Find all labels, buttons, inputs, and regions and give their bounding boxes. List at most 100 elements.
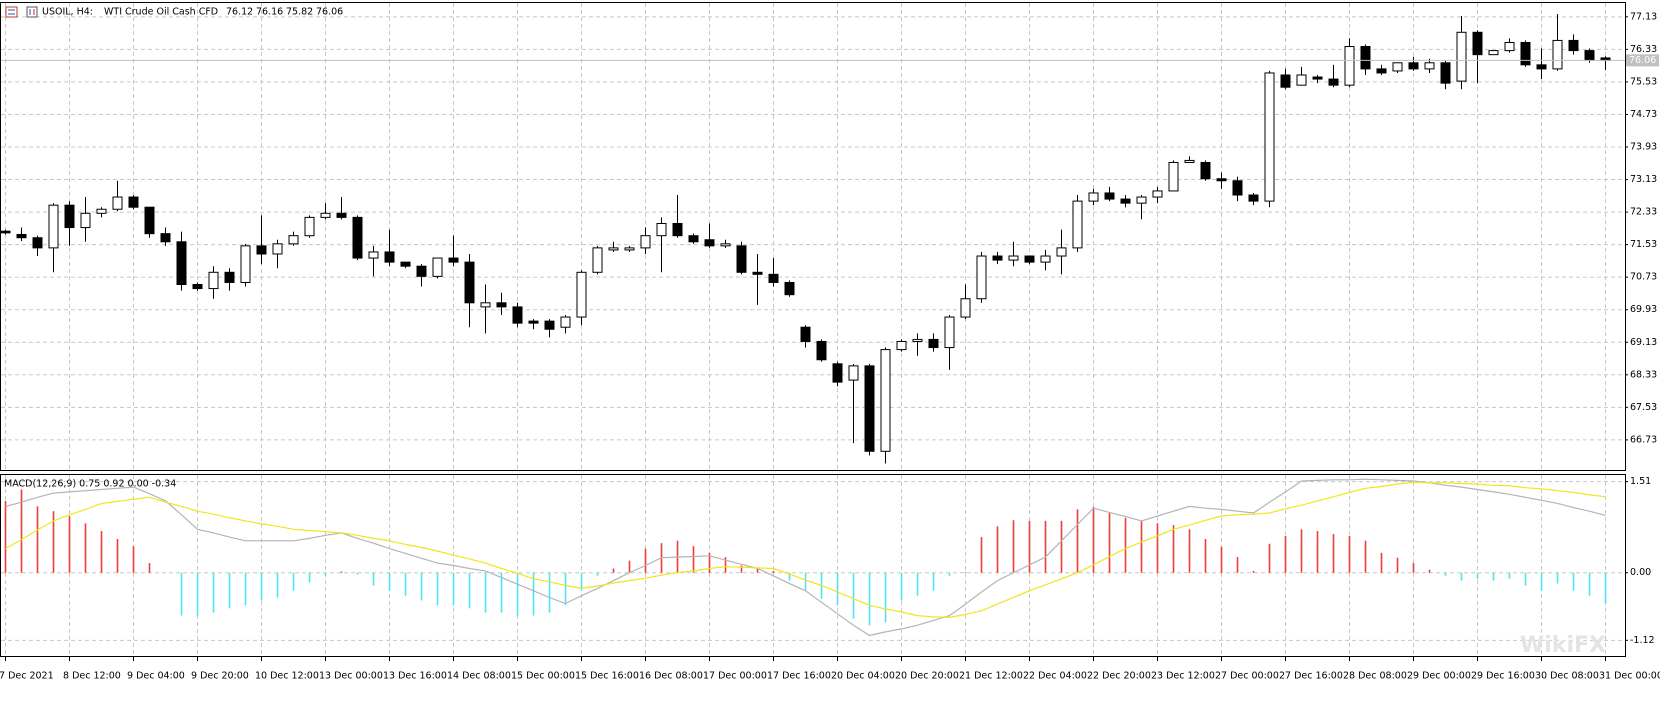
candle-body bbox=[672, 222, 683, 237]
macd-line bbox=[5, 478, 1606, 637]
x-tick-label: 29 Dec 00:00 bbox=[1407, 671, 1471, 682]
candle-body bbox=[688, 235, 699, 243]
y-tick-label: 1.51 bbox=[1630, 476, 1651, 487]
candle-body bbox=[80, 212, 91, 229]
candle-body bbox=[288, 235, 299, 245]
candle-body bbox=[976, 255, 987, 300]
x-tick-label: 14 Dec 08:00 bbox=[447, 671, 511, 682]
candle-body bbox=[928, 338, 939, 349]
candle-body bbox=[384, 251, 395, 263]
x-tick-label: 30 Dec 08:00 bbox=[1535, 671, 1599, 682]
candle-body bbox=[240, 245, 251, 283]
candle-body bbox=[560, 316, 571, 328]
candle-body bbox=[1040, 255, 1051, 263]
candle-body bbox=[912, 338, 923, 342]
y-tick-label: 73.93 bbox=[1630, 142, 1657, 153]
candle-body bbox=[1440, 62, 1451, 84]
icon bbox=[26, 6, 38, 18]
x-tick-label: 21 Dec 12:00 bbox=[959, 671, 1023, 682]
x-tick-label: 29 Dec 16:00 bbox=[1471, 671, 1535, 682]
candle-body bbox=[320, 212, 331, 218]
x-tick-label: 22 Dec 04:00 bbox=[1023, 671, 1087, 682]
candle-body bbox=[544, 320, 555, 330]
y-tick-label: -1.12 bbox=[1630, 635, 1655, 646]
candle-body bbox=[1584, 50, 1595, 61]
y-tick-label: 69.93 bbox=[1630, 304, 1657, 315]
candle-body bbox=[480, 302, 491, 308]
header-close: 76.06 bbox=[316, 7, 343, 18]
candle-body bbox=[992, 255, 1003, 261]
candle-body bbox=[400, 261, 411, 267]
x-tick-label: 13 Dec 16:00 bbox=[383, 671, 447, 682]
x-tick-label: 8 Dec 12:00 bbox=[63, 671, 121, 682]
mark-layer bbox=[0, 13, 1625, 637]
x-tick-label: 15 Dec 16:00 bbox=[575, 671, 639, 682]
candle-body bbox=[368, 251, 379, 259]
candle-body bbox=[1408, 62, 1419, 70]
candle-body bbox=[1456, 31, 1467, 82]
candle-body bbox=[832, 363, 843, 383]
candle-body bbox=[1392, 62, 1403, 72]
x-tick-label: 15 Dec 00:00 bbox=[511, 671, 575, 682]
candle-body bbox=[784, 281, 795, 296]
y-tick-label: 72.33 bbox=[1630, 207, 1657, 218]
candle-body bbox=[1344, 46, 1355, 86]
candle-body bbox=[1488, 50, 1499, 56]
candle-body bbox=[1088, 192, 1099, 202]
x-tick-label: 7 Dec 2021 bbox=[0, 671, 54, 682]
y-tick-label: 66.73 bbox=[1630, 434, 1657, 445]
macd-title: MACD(12,26,9) 0.75 0.92 0.00 -0.34 bbox=[4, 479, 176, 490]
candle-body bbox=[304, 216, 315, 237]
x-tick-label: 16 Dec 08:00 bbox=[639, 671, 703, 682]
y-tick-label: 75.53 bbox=[1630, 76, 1657, 87]
candle-body bbox=[272, 243, 283, 255]
y-tick-label: 70.73 bbox=[1630, 272, 1657, 283]
candle-body bbox=[1568, 39, 1579, 52]
candle-body bbox=[1536, 64, 1547, 70]
x-tick-label: 27 Dec 00:00 bbox=[1215, 671, 1279, 682]
header-high: 76.16 bbox=[256, 7, 283, 18]
candle-body bbox=[848, 365, 859, 381]
candle-body bbox=[576, 271, 587, 318]
candle-body bbox=[1216, 178, 1227, 182]
candle-body bbox=[720, 243, 731, 247]
x-tick-label: 28 Dec 08:00 bbox=[1343, 671, 1407, 682]
macd-panel-border bbox=[0, 474, 1626, 657]
candle-body bbox=[752, 271, 763, 275]
x-tick-label: 17 Dec 16:00 bbox=[767, 671, 831, 682]
candle-body bbox=[1504, 41, 1515, 52]
candle-body bbox=[1248, 194, 1259, 202]
candle-body bbox=[1296, 74, 1307, 86]
last-price-label: 76.06 bbox=[1629, 55, 1656, 66]
candle-body bbox=[1008, 255, 1019, 261]
candle-body bbox=[1232, 180, 1243, 196]
candle-body bbox=[656, 222, 667, 237]
x-tick-label: 20 Dec 04:00 bbox=[831, 671, 895, 682]
candle-body bbox=[16, 233, 27, 239]
candle-body bbox=[1472, 31, 1483, 56]
candle-body bbox=[32, 237, 43, 249]
icon bbox=[5, 6, 18, 18]
main-panel-border bbox=[0, 2, 1626, 471]
x-tick-label: 9 Dec 20:00 bbox=[191, 671, 249, 682]
y-tick-label: 67.53 bbox=[1630, 402, 1657, 413]
candle-body bbox=[1104, 192, 1115, 200]
candle-body bbox=[592, 247, 603, 273]
candle-body bbox=[1376, 68, 1387, 74]
x-tick-label: 17 Dec 00:00 bbox=[703, 671, 767, 682]
candle-body bbox=[512, 306, 523, 324]
candle-body bbox=[208, 271, 219, 290]
y-tick-label: 71.53 bbox=[1630, 239, 1657, 250]
candle-body bbox=[1328, 78, 1339, 86]
candle-body bbox=[416, 265, 427, 277]
candle-body bbox=[496, 302, 507, 308]
candle-body bbox=[48, 204, 59, 249]
header-low: 75.82 bbox=[286, 7, 313, 18]
candle-body bbox=[1264, 72, 1275, 202]
candle-body bbox=[448, 257, 459, 263]
candle-body bbox=[1360, 46, 1371, 70]
candle-body bbox=[432, 257, 443, 277]
y-tick-label: 69.13 bbox=[1630, 337, 1657, 348]
x-tick-label: 20 Dec 20:00 bbox=[895, 671, 959, 682]
